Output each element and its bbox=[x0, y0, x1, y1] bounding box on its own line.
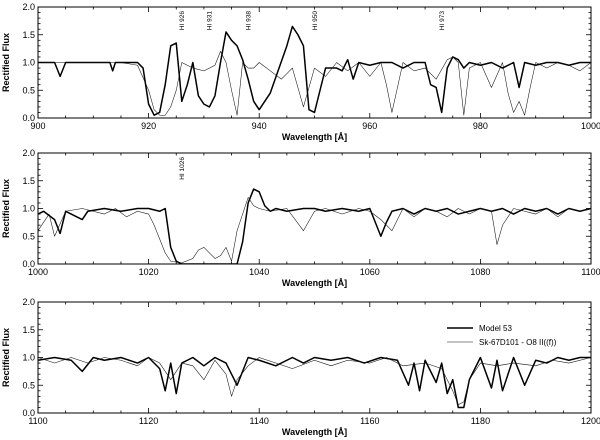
y-tick-label: 1.0 bbox=[22, 204, 35, 214]
x-tick-label: 1060 bbox=[360, 267, 380, 277]
x-tick-label: 1160 bbox=[360, 416, 379, 426]
y-tick-label: 1.5 bbox=[22, 176, 35, 186]
y-axis-title: Rectified Flux bbox=[1, 33, 11, 92]
x-tick-label: 1020 bbox=[139, 267, 159, 277]
model-series-line bbox=[38, 25, 591, 116]
y-tick-label: 0.0 bbox=[22, 408, 35, 418]
line-id-label: HI 931 bbox=[207, 11, 214, 31]
line-id-label: HI 938 bbox=[245, 11, 252, 31]
y-axis-title: Rectified Flux bbox=[1, 179, 11, 238]
x-tick-label: 1140 bbox=[250, 416, 269, 426]
legend-entry: Sk-67D101 - O8 II((f)) bbox=[479, 338, 557, 347]
spectrum-panel-1: 900 920 940 960 980 1000 0.0 0.5 1.0 1.5 2.0 Wavele… bbox=[1, 2, 600, 142]
observed-series-line bbox=[38, 357, 591, 405]
y-tick-label: 1.0 bbox=[22, 58, 35, 68]
x-axis-title: Wavelength [Å] bbox=[282, 278, 347, 288]
x-tick-label: 1000 bbox=[581, 121, 600, 131]
x-tick-label: 900 bbox=[30, 121, 45, 131]
y-tick-label: 2.0 bbox=[22, 297, 35, 307]
x-tick-label: 1040 bbox=[249, 267, 269, 277]
observed-series-line bbox=[38, 197, 591, 264]
y-tick-label: 2.0 bbox=[22, 148, 35, 158]
y-tick-label: 0.5 bbox=[22, 85, 35, 95]
legend-entry: Model 53 bbox=[479, 324, 512, 333]
spectrum-panel-2: 1000 1020 1040 1060 1080 1100 0.0 0.5 1.0 1.5 2.0 W… bbox=[1, 148, 600, 288]
x-tick-label: 980 bbox=[473, 121, 488, 131]
x-tick-label: 1100 bbox=[581, 267, 600, 277]
model-series-line bbox=[38, 356, 591, 409]
spectrum-panel-3: 1100 1120 1140 1160 1180 1200 0.0 0.5 1.0 1.5 2.0 W… bbox=[1, 297, 600, 437]
x-tick-label: 1180 bbox=[471, 416, 490, 426]
y-tick-label: 0.0 bbox=[22, 259, 35, 269]
y-axis-title: Rectified Flux bbox=[1, 328, 11, 387]
x-tick-label: 1120 bbox=[139, 416, 158, 426]
line-id-label: HI 1026 bbox=[179, 157, 186, 180]
x-tick-label: 1000 bbox=[28, 267, 48, 277]
observed-series-line bbox=[38, 51, 591, 116]
y-tick-label: 1.5 bbox=[22, 30, 35, 40]
x-tick-label: 960 bbox=[362, 121, 377, 131]
x-tick-label: 1100 bbox=[28, 416, 47, 426]
x-tick-label: 940 bbox=[252, 121, 267, 131]
x-tick-label: 920 bbox=[141, 121, 156, 131]
x-tick-label: 1080 bbox=[470, 267, 490, 277]
legend: Model 53 Sk-67D101 - O8 II((f)) bbox=[447, 324, 557, 347]
x-tick-label: 1200 bbox=[581, 416, 600, 426]
y-tick-label: 1.5 bbox=[22, 325, 35, 335]
y-tick-label: 2.0 bbox=[22, 2, 35, 12]
y-tick-label: 0.5 bbox=[22, 380, 35, 390]
x-axis-title: Wavelength [Å] bbox=[282, 427, 347, 437]
y-tick-label: 1.0 bbox=[22, 353, 35, 363]
y-tick-label: 0.5 bbox=[22, 231, 35, 241]
x-axis-title: Wavelength [Å] bbox=[282, 132, 347, 142]
model-series-line bbox=[38, 188, 591, 264]
line-id-label: HI 950 bbox=[312, 11, 319, 31]
y-tick-label: 0.0 bbox=[22, 113, 35, 123]
line-id-label: HI 926 bbox=[179, 11, 186, 31]
line-id-label: HI 973 bbox=[439, 11, 446, 31]
